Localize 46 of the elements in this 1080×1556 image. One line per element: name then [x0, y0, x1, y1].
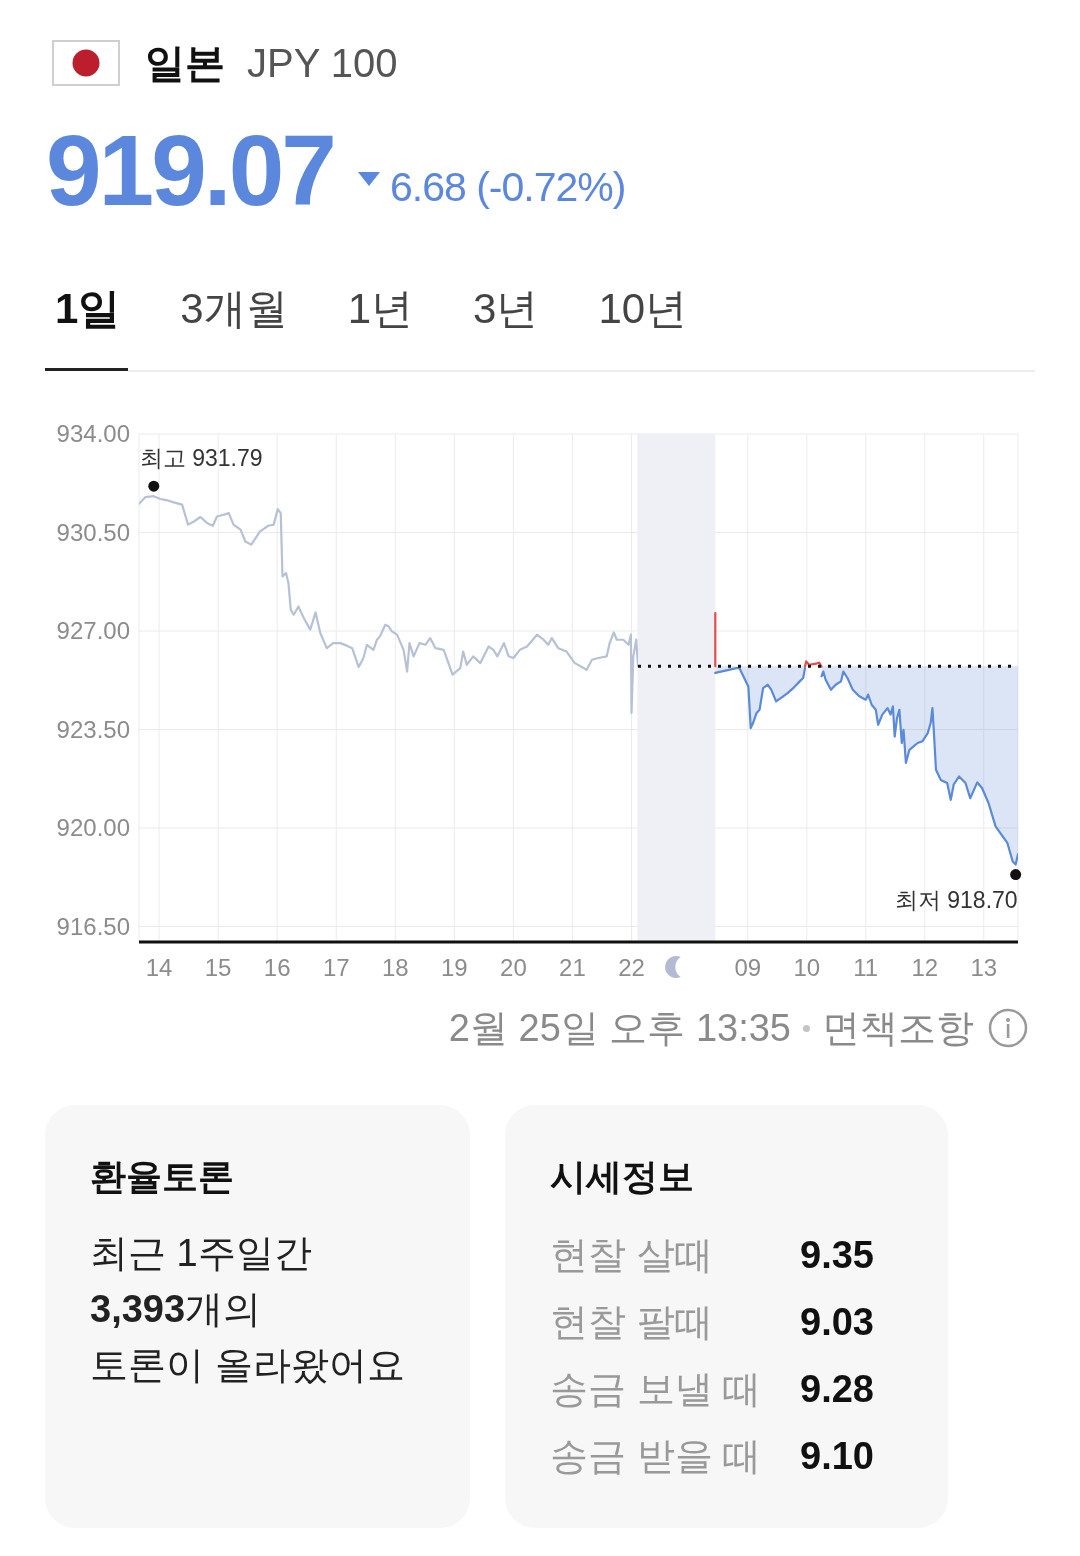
text: 면책조항	[822, 1005, 974, 1051]
annotation: 최고 931.79	[139, 445, 263, 472]
x-tick-label: 14	[145, 954, 173, 981]
text: 2월 25일 오후 13:35	[448, 1005, 791, 1051]
text: 9.28	[800, 1367, 874, 1412]
x-tick-label: 18	[381, 954, 409, 981]
chart-title: 일본	[145, 41, 225, 85]
x-tick-label: 12	[911, 954, 939, 981]
text: 3년	[473, 284, 539, 334]
y-tick-label: 934.00	[56, 420, 130, 447]
text: 1년	[347, 284, 414, 334]
y-tick-label: 927.00	[56, 617, 130, 645]
x-tick-label: 09	[734, 954, 762, 981]
text: 6.68 (-0.72%)	[390, 164, 626, 210]
text: 9.03	[800, 1300, 874, 1345]
y-tick-label: 920.00	[56, 814, 130, 842]
x-tick-label: 21	[559, 954, 586, 981]
chart-subtitle: JPY 100	[247, 41, 398, 85]
y-tick-label: 916.50	[56, 912, 130, 940]
x-tick-label: 10	[793, 954, 821, 981]
text: 시세정보	[550, 1156, 694, 1197]
category-label: 현찰 팔때	[550, 1301, 713, 1343]
text: 9.10	[800, 1434, 874, 1479]
y-tick-label: 923.50	[56, 715, 130, 743]
x-tick-label: 13	[970, 954, 998, 981]
text: 토론이 올라왔어요	[90, 1344, 405, 1386]
text: 919.07	[46, 114, 334, 226]
x-tick-label: 20	[500, 954, 527, 981]
x-tick-label: 22	[618, 954, 645, 981]
text: 3,393개의	[90, 1288, 262, 1330]
text: 환율토론	[90, 1156, 234, 1197]
x-tick-label: 19	[440, 954, 468, 981]
text: 3개월	[180, 284, 288, 334]
x-tick-label: 16	[263, 954, 291, 981]
x-tick-label: 17	[322, 954, 350, 981]
text: 10년	[598, 284, 688, 334]
category-label: 현찰 살때	[550, 1234, 713, 1276]
category-label: 송금 받을 때	[550, 1435, 762, 1477]
text: 9.35	[800, 1233, 874, 1278]
category-label: 송금 보낼 때	[550, 1368, 762, 1410]
annotation: 최저 918.70	[894, 886, 1018, 913]
x-tick-label: 11	[853, 954, 879, 981]
y-tick-label: 930.50	[56, 518, 130, 546]
text: 최근 1주일간	[90, 1232, 312, 1274]
text: 1일	[55, 284, 121, 334]
x-tick-label: 15	[204, 954, 232, 981]
